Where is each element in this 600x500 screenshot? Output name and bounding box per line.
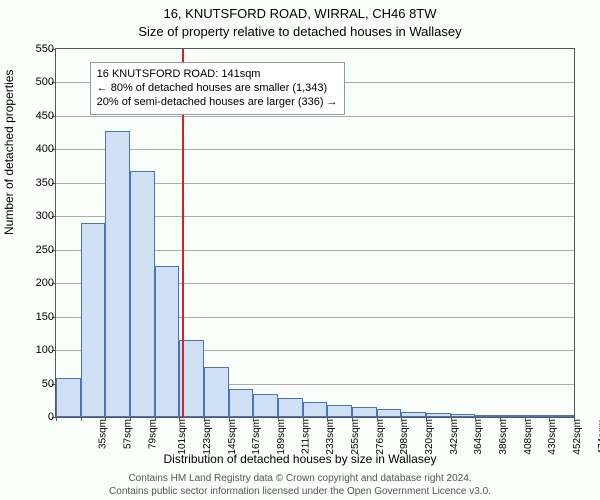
xtick-mark [229,417,230,421]
ytick-label: 100 [36,344,54,356]
xtick-mark [574,417,575,421]
xtick-mark [525,417,526,421]
xtick-mark [327,417,328,421]
xtick-label: 79sqm [147,419,158,449]
ytick-label: 450 [36,110,54,122]
attribution-text: Contains HM Land Registry data © Crown c… [0,473,600,498]
histogram-bar [377,409,402,417]
xtick-mark [179,417,180,421]
histogram-bar [105,131,130,417]
ytick-label: 350 [36,177,54,189]
histogram-bar [303,402,328,417]
histogram-bar [130,171,155,417]
xtick-label: 298sqm [399,419,410,455]
histogram-bar [549,415,574,417]
annotation-line1: 16 KNUTSFORD ROAD: 141sqm [97,67,338,81]
xtick-label: 101sqm [177,419,188,455]
xtick-mark [500,417,501,421]
histogram-bar [475,415,500,417]
ytick-label: 150 [36,311,54,323]
page-title-line1: 16, KNUTSFORD ROAD, WIRRAL, CH46 8TW [0,6,600,21]
xtick-mark [278,417,279,421]
histogram-bar [451,414,476,417]
xtick-label: 145sqm [227,419,238,455]
xtick-label: 430sqm [547,419,558,455]
xtick-mark [549,417,550,421]
ytick-label: 500 [36,76,54,88]
histogram-bar [327,405,352,417]
xtick-label: 364sqm [473,419,484,455]
xtick-label: 123sqm [202,419,213,455]
histogram-bar [81,223,106,417]
xtick-mark [130,417,131,421]
histogram-plot-area: 05010015020025030035040045050055035sqm57… [55,48,575,418]
page-title-line2: Size of property relative to detached ho… [0,24,600,39]
histogram-bar [56,378,81,417]
xtick-label: 320sqm [424,419,435,455]
xtick-mark [426,417,427,421]
xtick-mark [303,417,304,421]
xtick-mark [451,417,452,421]
xtick-label: 408sqm [523,419,534,455]
ytick-label: 400 [36,143,54,155]
histogram-bar [204,367,229,417]
histogram-bar [155,266,180,417]
xtick-label: 255sqm [350,419,361,455]
xtick-label: 35sqm [98,419,109,449]
histogram-bar [426,413,451,417]
annotation-line2: ← 80% of detached houses are smaller (1,… [97,81,338,95]
ytick-label: 200 [36,277,54,289]
xtick-label: 189sqm [276,419,287,455]
histogram-bar [229,389,254,417]
xtick-mark [352,417,353,421]
annotation-line3: 20% of semi-detached houses are larger (… [97,95,338,109]
xtick-mark [56,417,57,421]
xtick-mark [401,417,402,421]
gridline-h [56,116,574,117]
histogram-bar [278,398,303,417]
ytick-label: 50 [42,378,54,390]
xtick-label: 342sqm [449,419,460,455]
xtick-mark [155,417,156,421]
xtick-mark [475,417,476,421]
xtick-mark [105,417,106,421]
ytick-label: 550 [36,43,54,55]
xtick-label: 57sqm [123,419,134,449]
xtick-mark [253,417,254,421]
histogram-bar [525,415,550,417]
y-axis-label: Number of detached properties [2,70,16,235]
xtick-label: 211sqm [300,419,311,454]
x-axis-label: Distribution of detached houses by size … [0,452,600,466]
histogram-bar [401,412,426,417]
xtick-label: 276sqm [375,419,386,455]
histogram-bar [500,415,525,417]
histogram-bar [253,394,278,417]
xtick-label: 386sqm [498,419,509,455]
xtick-label: 233sqm [325,419,336,455]
xtick-mark [204,417,205,421]
xtick-mark [377,417,378,421]
xtick-label: 452sqm [572,419,583,455]
annotation-box: 16 KNUTSFORD ROAD: 141sqm ← 80% of detac… [90,62,345,115]
xtick-label: 167sqm [251,419,262,455]
xtick-mark [81,417,82,421]
gridline-h [56,149,574,150]
histogram-bar [352,407,377,417]
ytick-label: 250 [36,244,54,256]
ytick-label: 300 [36,210,54,222]
ytick-label: 0 [48,411,54,423]
